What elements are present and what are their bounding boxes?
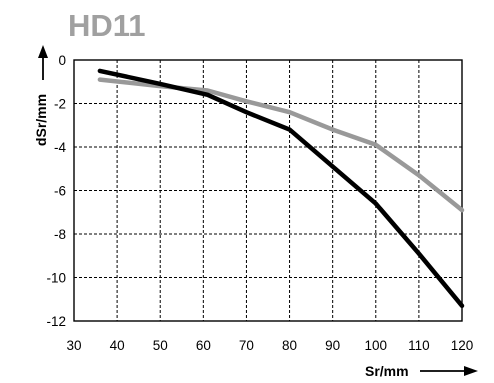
y-tick-label: -12 xyxy=(46,314,66,329)
x-tick-label: 100 xyxy=(365,338,388,353)
x-tick-label: 90 xyxy=(325,338,340,353)
y-axis-ticks: 0 -2 -4 -6 -8 -10 -12 xyxy=(46,53,66,329)
x-axis-arrowhead-icon xyxy=(464,366,478,376)
x-tick-label: 70 xyxy=(239,338,254,353)
y-tick-label: -4 xyxy=(54,140,66,155)
y-tick-label: -2 xyxy=(54,97,66,112)
x-axis-label: Sr/mm xyxy=(365,363,409,379)
series-lines xyxy=(97,68,465,309)
x-tick-label: 50 xyxy=(153,338,168,353)
x-tick-label: 80 xyxy=(282,338,297,353)
chart-title: HD11 xyxy=(68,8,146,43)
y-axis-arrowhead-icon xyxy=(38,45,48,58)
y-tick-label: -6 xyxy=(54,184,66,199)
y-tick-label: -8 xyxy=(54,227,66,242)
series-line-black xyxy=(97,68,465,309)
y-tick-label: 0 xyxy=(58,53,66,68)
x-tick-label: 30 xyxy=(66,338,81,353)
y-axis-label: dSr/mm xyxy=(33,94,49,146)
x-tick-label: 60 xyxy=(196,338,211,353)
grid xyxy=(74,60,462,321)
x-tick-label: 120 xyxy=(451,338,474,353)
x-tick-label: 40 xyxy=(110,338,125,353)
y-tick-label: -10 xyxy=(46,271,66,286)
x-axis-ticks: 30 40 50 60 70 80 90 100 110 120 xyxy=(66,338,473,353)
plot-frame xyxy=(73,59,463,322)
x-tick-label: 110 xyxy=(408,338,430,353)
